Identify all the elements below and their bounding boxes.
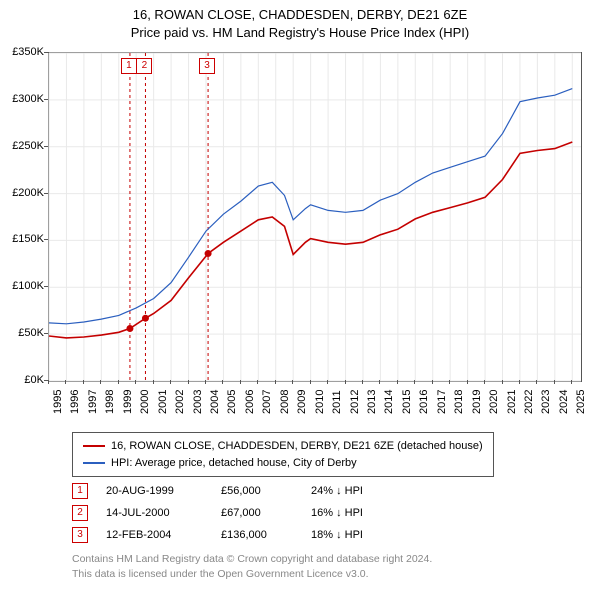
event-marker-icon: 2 <box>72 505 88 521</box>
event-marker-icon: 1 <box>72 483 88 499</box>
legend-row-subject: 16, ROWAN CLOSE, CHADDESDEN, DERBY, DE21… <box>83 438 483 455</box>
ytick-label: £50K <box>18 327 44 339</box>
xtick-label: 2014 <box>383 390 395 414</box>
xtick-label: 2004 <box>209 390 221 414</box>
ytick-label: £0K <box>24 374 44 386</box>
xtick-label: 2001 <box>157 390 169 414</box>
xtick-label: 2016 <box>418 390 430 414</box>
legend-swatch-subject <box>83 445 105 447</box>
attribution: Contains HM Land Registry data © Crown c… <box>72 552 432 581</box>
title-line2: Price paid vs. HM Land Registry's House … <box>131 25 469 40</box>
xtick-label: 2007 <box>261 390 273 414</box>
ytick-label: £350K <box>12 46 44 58</box>
chart-plot-area <box>48 52 582 382</box>
ytick-label: £150K <box>12 233 44 245</box>
title-line1: 16, ROWAN CLOSE, CHADDESDEN, DERBY, DE21… <box>133 7 467 22</box>
xtick-label: 2012 <box>349 390 361 414</box>
ytick-label: £100K <box>12 280 44 292</box>
event-price: £136,000 <box>221 529 311 541</box>
event-date: 14-JUL-2000 <box>106 507 221 519</box>
xtick-label: 2020 <box>488 390 500 414</box>
chart-svg <box>49 53 581 381</box>
xtick-label: 1997 <box>87 390 99 414</box>
attrib-line1: Contains HM Land Registry data © Crown c… <box>72 553 432 565</box>
event-price: £56,000 <box>221 485 311 497</box>
xtick-label: 1995 <box>52 390 64 414</box>
xtick-label: 2011 <box>331 390 343 414</box>
xtick-label: 2008 <box>279 390 291 414</box>
chart-legend: 16, ROWAN CLOSE, CHADDESDEN, DERBY, DE21… <box>72 432 494 477</box>
legend-label-hpi: HPI: Average price, detached house, City… <box>111 455 357 472</box>
xtick-label: 2003 <box>192 390 204 414</box>
xtick-label: 2025 <box>575 390 587 414</box>
events-table: 1 20-AUG-1999£56,00024% ↓ HPI 2 14-JUL-2000… <box>72 480 363 546</box>
xtick-label: 2018 <box>453 390 465 414</box>
xtick-label: 2000 <box>139 390 151 414</box>
xtick-label: 1996 <box>69 390 81 414</box>
event-pct: 24% ↓ HPI <box>311 485 363 497</box>
ytick-label: £250K <box>12 140 44 152</box>
xtick-label: 2006 <box>244 390 256 414</box>
xtick-label: 2022 <box>523 390 535 414</box>
xtick-label: 2023 <box>540 390 552 414</box>
event-date: 20-AUG-1999 <box>106 485 221 497</box>
event-marker-1: 1 <box>121 58 137 74</box>
event-marker-2: 2 <box>136 58 152 74</box>
ytick-label: £300K <box>12 93 44 105</box>
event-price: £67,000 <box>221 507 311 519</box>
legend-label-subject: 16, ROWAN CLOSE, CHADDESDEN, DERBY, DE21… <box>111 438 483 455</box>
event-pct: 18% ↓ HPI <box>311 529 363 541</box>
xtick-label: 2010 <box>314 390 326 414</box>
event-row: 1 20-AUG-1999£56,00024% ↓ HPI <box>72 480 363 502</box>
xtick-label: 2013 <box>366 390 378 414</box>
event-row: 2 14-JUL-2000£67,00016% ↓ HPI <box>72 502 363 524</box>
xtick-label: 2024 <box>558 390 570 414</box>
attrib-line2: This data is licensed under the Open Gov… <box>72 568 369 580</box>
legend-swatch-hpi <box>83 462 105 464</box>
ytick-label: £200K <box>12 187 44 199</box>
xtick-label: 2017 <box>436 390 448 414</box>
xtick-label: 2015 <box>401 390 413 414</box>
xtick-label: 2002 <box>174 390 186 414</box>
xtick-label: 1998 <box>104 390 116 414</box>
xtick-label: 2019 <box>471 390 483 414</box>
legend-row-hpi: HPI: Average price, detached house, City… <box>83 455 483 472</box>
xtick-label: 2009 <box>296 390 308 414</box>
event-marker-icon: 3 <box>72 527 88 543</box>
event-pct: 16% ↓ HPI <box>311 507 363 519</box>
xtick-label: 2021 <box>506 390 518 414</box>
xtick-label: 1999 <box>122 390 134 414</box>
xtick-label: 2005 <box>226 390 238 414</box>
chart-title: 16, ROWAN CLOSE, CHADDESDEN, DERBY, DE21… <box>0 0 600 42</box>
event-date: 12-FEB-2004 <box>106 529 221 541</box>
event-row: 3 12-FEB-2004£136,00018% ↓ HPI <box>72 524 363 546</box>
event-marker-3: 3 <box>199 58 215 74</box>
